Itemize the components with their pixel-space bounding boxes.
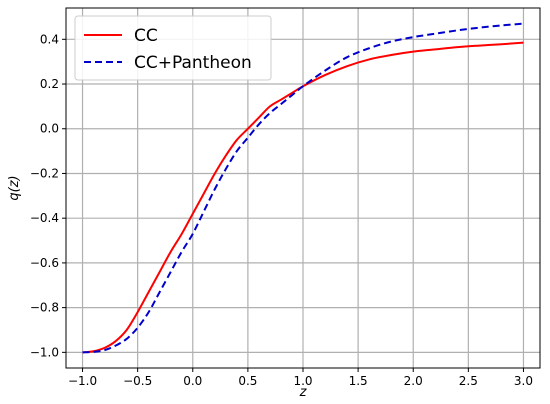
x-tick-label: −0.5: [123, 374, 152, 388]
y-tick-label: −0.8: [30, 301, 59, 315]
grid: [66, 8, 540, 368]
y-tick-label: −0.2: [30, 166, 59, 180]
y-tick-label: 0.4: [40, 32, 59, 46]
y-tick-label: 0.2: [40, 77, 59, 91]
y-tick-label: −1.0: [30, 345, 59, 359]
legend-label-cc: CC: [134, 26, 158, 46]
x-tick-label: 2.0: [404, 374, 423, 388]
series-line-cc: [82, 41, 524, 354]
x-tick-label: −1.0: [68, 374, 97, 388]
x-tick-label: 3.0: [514, 374, 533, 388]
y-tick-label: 0.0: [40, 122, 59, 136]
x-tick-label: 0.5: [238, 374, 257, 388]
x-tick-label: 1.0: [293, 374, 312, 388]
x-axis-label: z: [299, 385, 308, 400]
axis-ticks: −1.0 −0.5 0.0 0.5 1.0 1.5 2.0 2.5 3.0 −1.0 −0.8 −0.…: [30, 32, 533, 388]
x-tick-label: 0.0: [183, 374, 202, 388]
y-tick-label: −0.6: [30, 256, 59, 270]
y-tick-label: −0.4: [30, 211, 59, 225]
x-tick-label: 2.5: [459, 374, 478, 388]
legend: CC CC+Pantheon: [74, 15, 272, 81]
legend-box: [74, 15, 272, 81]
y-axis-label: q(z): [7, 175, 22, 200]
x-tick-label: 1.5: [349, 374, 368, 388]
legend-label-cc-pantheon: CC+Pantheon: [134, 53, 252, 73]
series-lines: [82, 22, 524, 354]
